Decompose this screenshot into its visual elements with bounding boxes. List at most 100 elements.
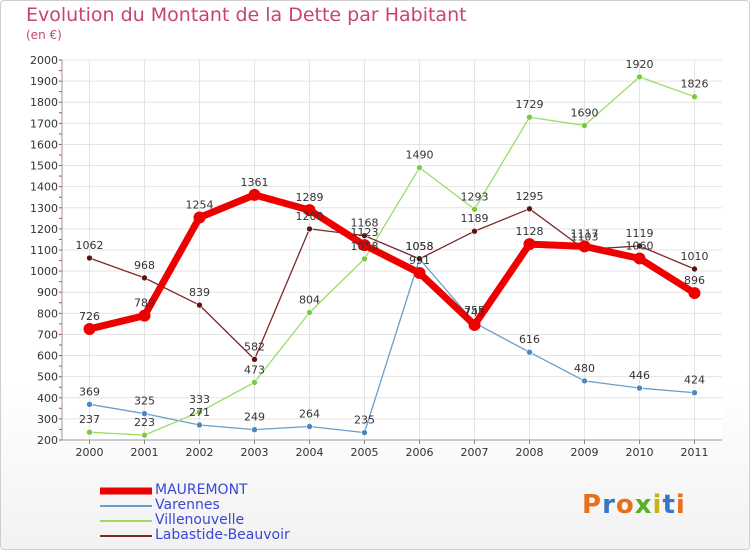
data-point <box>306 423 313 430</box>
data-label: 1729 <box>516 98 544 111</box>
data-point <box>691 265 698 273</box>
data-label: 1293 <box>461 190 489 203</box>
logo-letter: x <box>634 490 653 520</box>
data-point <box>306 309 313 316</box>
data-label: 1062 <box>76 239 104 252</box>
x-tick-label: 2006 <box>406 446 434 459</box>
logo-letter: o <box>615 490 635 520</box>
data-label: 333 <box>189 393 210 406</box>
data-point <box>361 255 368 263</box>
data-point <box>251 426 258 433</box>
data-label: 1490 <box>406 149 434 162</box>
data-label: 264 <box>299 407 320 420</box>
data-point <box>248 188 261 201</box>
data-label: 1119 <box>626 227 654 240</box>
x-tick-label: 2008 <box>516 446 544 459</box>
y-tick-label: 500 <box>37 371 58 384</box>
x-tick-label: 2009 <box>571 446 599 459</box>
y-tick-label: 1100 <box>30 244 58 257</box>
x-tick-label: 2002 <box>186 446 214 459</box>
y-tick-label: 1900 <box>30 75 58 88</box>
data-point <box>303 204 316 217</box>
data-label: 789 <box>134 297 155 310</box>
data-label: 1361 <box>241 176 269 189</box>
data-point <box>416 164 423 171</box>
data-point <box>196 421 203 429</box>
series-line <box>88 76 696 436</box>
data-label: 804 <box>299 293 320 306</box>
data-point <box>471 205 478 213</box>
series-line <box>88 258 696 434</box>
data-label: 1123 <box>351 226 379 239</box>
data-label: 1289 <box>296 191 324 204</box>
data-label: 249 <box>244 411 265 424</box>
data-label: 1128 <box>516 225 544 238</box>
data-point <box>358 239 371 252</box>
data-point <box>526 113 533 121</box>
data-point <box>193 211 206 224</box>
data-label: 223 <box>134 416 155 429</box>
data-label: 271 <box>189 406 210 419</box>
x-tick-label: 2003 <box>241 446 269 459</box>
x-tick-label: 2004 <box>296 446 324 459</box>
data-point <box>413 267 426 280</box>
data-point <box>471 227 478 235</box>
data-label: 1295 <box>516 190 544 203</box>
data-point <box>138 309 151 322</box>
y-tick-label: 1500 <box>30 160 58 173</box>
data-point <box>523 238 536 251</box>
logo-letter: t <box>662 490 676 520</box>
legend-swatch-labastide-beauvoir <box>100 535 152 537</box>
y-tick-label: 400 <box>37 392 58 405</box>
data-label: 1058 <box>351 240 379 253</box>
data-point <box>526 205 533 213</box>
proxiti-logo: Proxiti <box>582 490 686 520</box>
y-tick-label: 700 <box>37 328 58 341</box>
data-point <box>251 379 258 386</box>
data-label: 755 <box>464 304 485 317</box>
data-label: 1103 <box>571 230 599 243</box>
legend-label-varennes: Varennes <box>155 497 220 513</box>
data-label: 1060 <box>626 239 654 252</box>
data-label: 446 <box>629 369 650 382</box>
y-tick-label: 1700 <box>30 117 58 130</box>
y-tick-label: 600 <box>37 350 58 363</box>
data-point <box>581 377 588 385</box>
data-label: 1168 <box>351 217 379 230</box>
data-point <box>86 401 93 408</box>
x-tick-label: 2000 <box>76 446 104 459</box>
data-label: 582 <box>244 340 265 353</box>
y-tick-label: 1600 <box>30 138 58 151</box>
data-point <box>141 431 148 439</box>
data-label: 1058 <box>406 240 434 253</box>
y-tick-label: 900 <box>37 286 58 299</box>
legend-label-labastide-beauvoir: Labastide-Beauvoir <box>155 527 290 543</box>
data-label: 480 <box>574 362 595 375</box>
data-point <box>691 389 698 397</box>
y-tick-label: 200 <box>37 434 58 447</box>
x-tick-label: 2005 <box>351 446 379 459</box>
data-point <box>633 252 646 265</box>
data-point <box>196 301 203 309</box>
x-tick-label: 2007 <box>461 446 489 459</box>
data-label: 839 <box>189 286 210 299</box>
data-point <box>361 429 368 436</box>
y-tick-label: 800 <box>37 307 58 320</box>
y-tick-label: 1000 <box>30 265 58 278</box>
logo-letter: i <box>652 490 663 520</box>
legend-label-mauremont: MAUREMONT <box>155 482 248 498</box>
data-point <box>636 242 643 250</box>
y-tick-label: 1300 <box>30 202 58 215</box>
data-label: 325 <box>134 395 155 408</box>
data-label: 369 <box>79 385 100 398</box>
chart-title: Evolution du Montant de la Dette par Hab… <box>26 4 467 26</box>
x-tick-label: 2001 <box>131 446 159 459</box>
data-label: 968 <box>134 259 155 272</box>
data-point <box>86 428 93 436</box>
data-point <box>361 232 368 239</box>
y-tick-label: 1800 <box>30 96 58 109</box>
data-label: 1826 <box>681 78 709 91</box>
x-tick-label: 2010 <box>626 446 654 459</box>
logo-letter: r <box>602 490 616 520</box>
